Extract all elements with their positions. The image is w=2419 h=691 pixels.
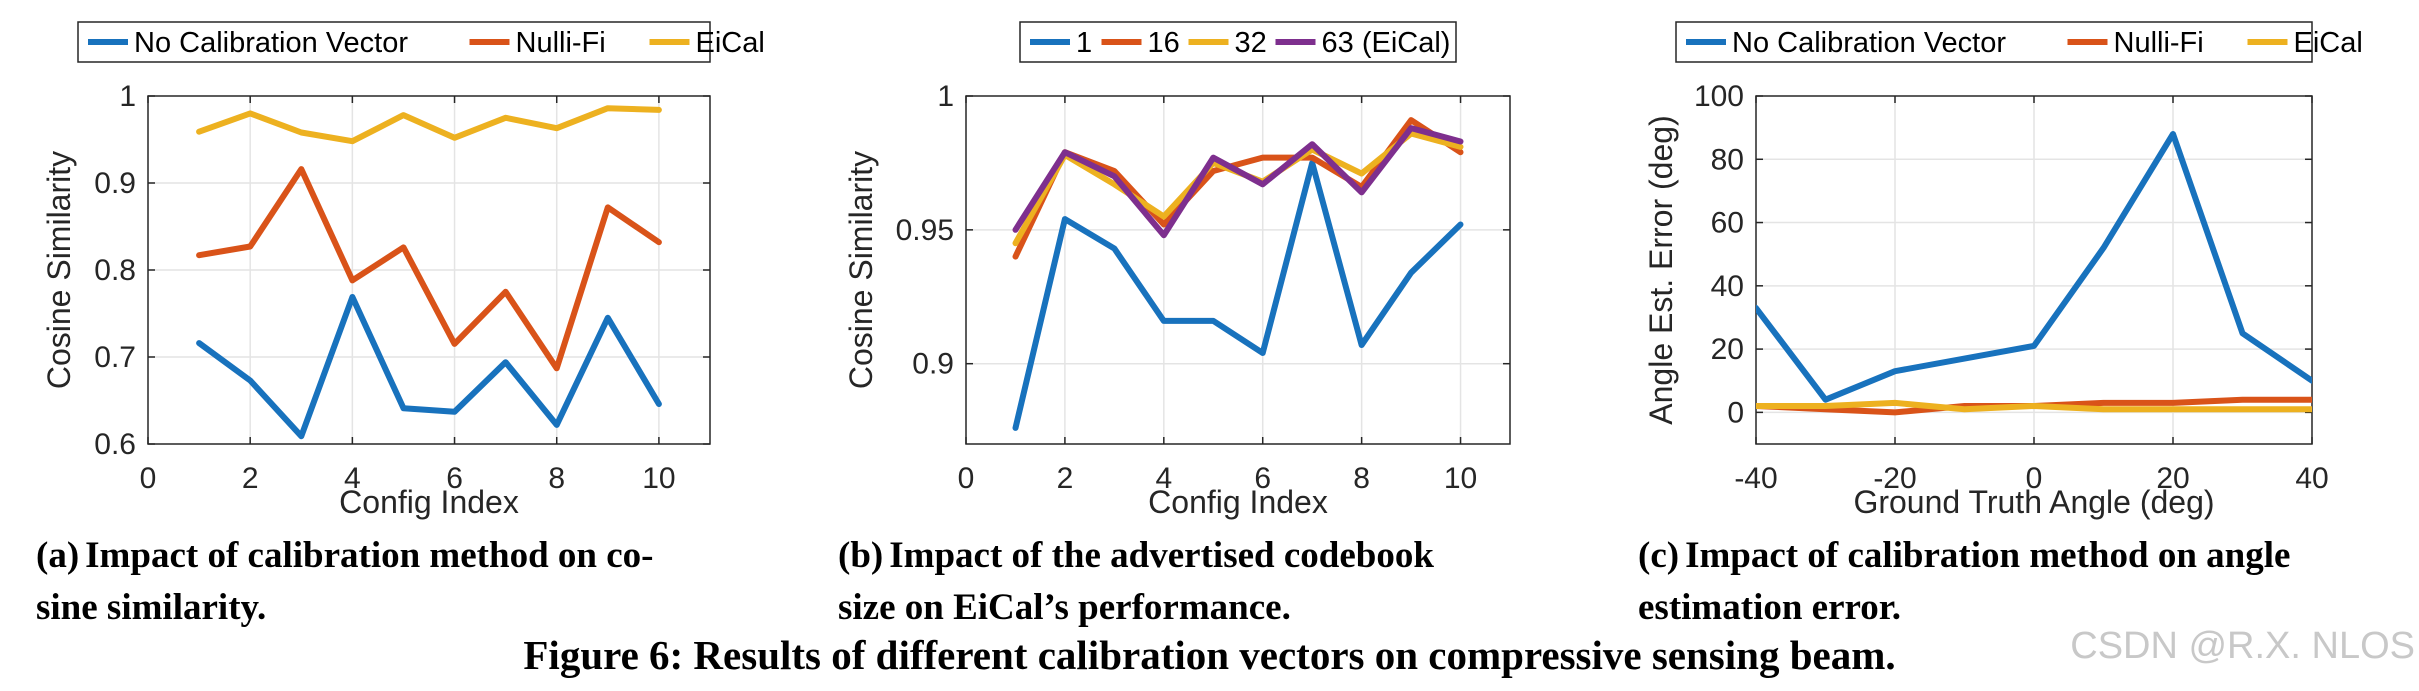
chart-a-legend-box <box>77 21 711 63</box>
chart-b-xtick-label-5: 10 <box>1444 462 1477 495</box>
caption-c: (c) Impact of calibration method on angle… <box>1638 530 2418 634</box>
chart-c-legend-label-2: EiCal <box>2294 27 2363 59</box>
chart-a-series-1-line <box>196 166 662 372</box>
caption-a-line1: Impact of calibration method on co- <box>85 535 654 576</box>
chart-panel-c: -40 -20 0 20 40 0 20 40 60 80 100 Ground Truth Angl… <box>1610 0 2419 540</box>
chart-c-xtick-label-4: 40 <box>2295 462 2328 495</box>
chart-c-ytick-label-4: 80 <box>1711 143 1744 176</box>
chart-c-ytick-label-2: 40 <box>1711 270 1744 303</box>
chart-a-xtick-label-0: 0 <box>140 462 157 495</box>
watermark: CSDN @R.X. NLOS <box>2070 625 2415 667</box>
chart-b-ytick-label-1: 0.95 <box>896 214 954 247</box>
chart-a-ytick-label-4: 1 <box>119 80 136 113</box>
chart-b-series-3-line <box>1012 125 1464 239</box>
chart-b-axes-box <box>965 95 1511 445</box>
caption-c-line1: Impact of calibration method on angle <box>1685 535 2291 576</box>
chart-b-ytick-label-0: 0.9 <box>912 348 954 381</box>
chart-b-xtick-label-4: 8 <box>1353 462 1370 495</box>
chart-a-series-group <box>196 105 662 440</box>
chart-c-ytick-label-3: 60 <box>1711 207 1744 240</box>
chart-a-xtick-label-4: 8 <box>548 462 565 495</box>
caption-b: (b) Impact of the advertised codebook siz… <box>838 530 1618 634</box>
chart-c-xtick-label-3: 20 <box>2156 462 2189 495</box>
chart-b-legend-box <box>1019 21 1457 63</box>
chart-c-series-group <box>1756 131 2312 416</box>
chart-a-legend-label-0: No Calibration Vector <box>134 27 408 59</box>
chart-b-legend-label-3: 63 (EiCal) <box>1322 27 1451 59</box>
chart-a-xtick-label-3: 6 <box>446 462 463 495</box>
chart-b-grid <box>966 96 1510 444</box>
chart-a-xlabel: Config Index <box>339 484 519 520</box>
chart-c-ytick-label-5: 100 <box>1694 80 1744 113</box>
chart-b-legend: 1 16 32 63 (EiCal) <box>1019 21 1457 63</box>
chart-a-ytick-label-3: 0.9 <box>94 167 136 200</box>
chart-c-ytick-label-0: 0 <box>1727 396 1744 429</box>
chart-a-grid <box>148 96 710 444</box>
chart-c-xlabel: Ground Truth Angle (deg) <box>1853 484 2214 520</box>
chart-c-xtick-label-2: 0 <box>2026 462 2043 495</box>
chart-a-legend: No Calibration Vector Nulli-Fi EiCal <box>77 21 765 63</box>
chart-c-legend-label-0: No Calibration Vector <box>1732 27 2006 59</box>
caption-a-line2: sine similarity. <box>36 587 267 628</box>
chart-b-legend-label-1: 16 <box>1148 27 1180 59</box>
chart-b-legend-label-0: 1 <box>1076 27 1092 59</box>
caption-b-line2: size on EiCal’s performance. <box>838 587 1291 628</box>
chart-b-xtick-label-2: 4 <box>1155 462 1172 495</box>
chart-a-legend-label-1: Nulli-Fi <box>516 27 606 59</box>
chart-b: 0 2 4 6 8 10 0.9 0.95 1 Config Index Cosine Simila… <box>843 21 1511 520</box>
chart-c-xtick-label-0: -40 <box>1734 462 1777 495</box>
chart-c-xtick-label-1: -20 <box>1873 462 1916 495</box>
chart-b-xtick-label-1: 2 <box>1057 462 1074 495</box>
chart-a: 0 2 4 6 8 10 0.6 0.7 0.8 0.9 1 Config Index Cosine S… <box>41 21 765 520</box>
chart-c-legend-label-1: Nulli-Fi <box>2114 27 2204 59</box>
chart-panel-a: 0 2 4 6 8 10 0.6 0.7 0.8 0.9 1 Config Index Cosine S… <box>0 0 800 540</box>
chart-a-series-2-line <box>196 105 662 145</box>
chart-b-series-group <box>1012 117 1464 431</box>
caption-c-line2: estimation error. <box>1638 587 1902 628</box>
chart-c-ylabel: Angle Est. Error (deg) <box>1643 115 1679 424</box>
chart-a-xtick-label-1: 2 <box>242 462 259 495</box>
chart-panel-b: 0 2 4 6 8 10 0.9 0.95 1 Config Index Cosine Simila… <box>800 0 1610 540</box>
chart-a-ytick-label-0: 0.6 <box>94 428 136 461</box>
chart-b-series-0-line <box>1012 159 1464 431</box>
caption-b-label: (b) <box>838 535 884 576</box>
caption-a-label: (a) <box>36 535 80 576</box>
chart-b-xtick-label-0: 0 <box>958 462 975 495</box>
chart-b-series-1-line <box>1012 117 1464 260</box>
chart-c-legend: No Calibration Vector Nulli-Fi EiCal <box>1675 21 2363 63</box>
chart-c-legend-box <box>1675 21 2313 63</box>
chart-c: -40 -20 0 20 40 0 20 40 60 80 100 Ground Truth Angl… <box>1643 21 2363 520</box>
chart-a-ytick-label-2: 0.8 <box>94 254 136 287</box>
chart-a-series-0-line <box>196 294 662 440</box>
chart-a-xtick-label-2: 4 <box>344 462 361 495</box>
caption-c-label: (c) <box>1638 535 1680 576</box>
chart-c-ytick-label-1: 20 <box>1711 333 1744 366</box>
chart-b-ylabel: Cosine Similarity <box>843 151 879 389</box>
chart-a-ytick-label-1: 0.7 <box>94 341 136 374</box>
chart-a-ylabel: Cosine Similarity <box>41 151 77 389</box>
chart-b-ytick-label-2: 1 <box>937 80 954 113</box>
chart-b-xlabel: Config Index <box>1148 484 1328 520</box>
caption-b-line1: Impact of the advertised codebook <box>889 535 1434 576</box>
figure-caption: Figure 6: Results of different calibrati… <box>523 632 1896 678</box>
chart-b-legend-label-2: 32 <box>1235 27 1267 59</box>
chart-a-xtick-label-5: 10 <box>642 462 675 495</box>
chart-a-legend-label-2: EiCal <box>696 27 765 59</box>
caption-a: (a) Impact of calibration method on co- s… <box>36 530 806 634</box>
chart-b-xtick-label-3: 6 <box>1254 462 1271 495</box>
